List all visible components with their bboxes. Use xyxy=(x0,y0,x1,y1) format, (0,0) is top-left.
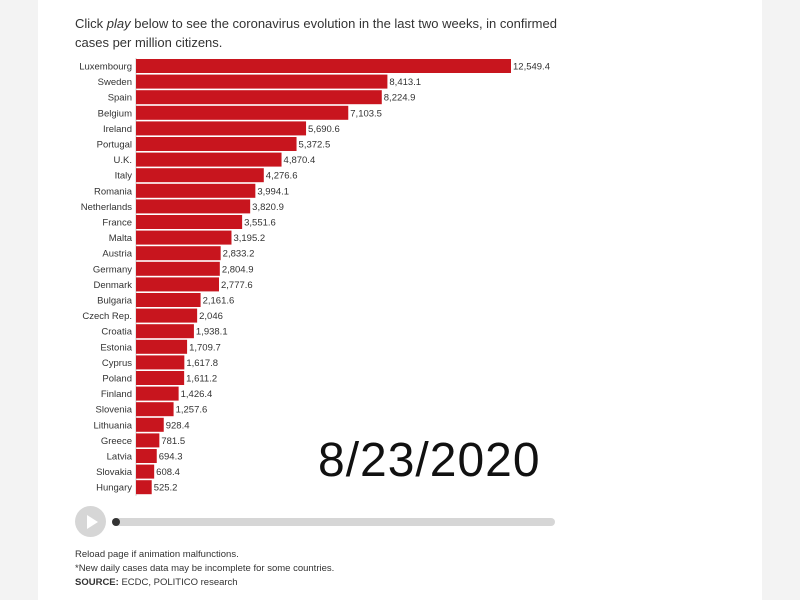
play-button[interactable] xyxy=(75,506,106,537)
category-label: Bulgaria xyxy=(97,296,133,307)
category-label: Italy xyxy=(115,171,133,182)
footnote-source: SOURCE: ECDC, POLITICO research xyxy=(75,576,334,590)
bar xyxy=(136,137,297,151)
value-label: 5,372.5 xyxy=(299,140,331,151)
category-label: Austria xyxy=(102,249,132,260)
bar xyxy=(136,183,256,198)
value-label: 7,103.5 xyxy=(350,108,382,119)
bar xyxy=(136,386,179,401)
category-label: Sweden xyxy=(98,77,132,88)
bar xyxy=(136,308,198,323)
bar xyxy=(136,199,251,214)
value-label: 4,276.6 xyxy=(266,171,298,182)
intro-text: Click play below to see the coronavirus … xyxy=(75,16,557,50)
value-label: 928.4 xyxy=(166,420,190,431)
value-label: 3,820.9 xyxy=(252,202,284,213)
value-label: 8,413.1 xyxy=(389,77,421,88)
category-label: Croatia xyxy=(101,327,132,338)
value-label: 1,617.8 xyxy=(186,358,218,369)
value-label: 1,426.4 xyxy=(181,389,213,400)
value-label: 2,777.6 xyxy=(221,280,253,291)
category-label: Denmark xyxy=(93,280,132,291)
value-label: 525.2 xyxy=(154,483,178,494)
category-label: Germany xyxy=(93,264,132,275)
bar xyxy=(136,277,219,292)
bar xyxy=(136,402,174,417)
timeline-slider-track[interactable] xyxy=(113,518,555,526)
bar xyxy=(136,339,188,354)
category-label: Ireland xyxy=(103,124,132,135)
bar xyxy=(136,168,264,183)
category-label: Slovakia xyxy=(96,467,133,478)
footnotes: Reload page if animation malfunctions. *… xyxy=(75,548,334,590)
value-label: 2,046 xyxy=(199,311,223,322)
value-label: 2,833.2 xyxy=(223,249,255,260)
category-label: Spain xyxy=(108,93,132,104)
value-label: 3,551.6 xyxy=(244,218,276,229)
bar xyxy=(136,449,157,463)
bar xyxy=(136,90,382,105)
bar xyxy=(136,417,164,432)
category-label: Lithuania xyxy=(93,420,132,431)
bar xyxy=(136,433,160,448)
category-label: Portugal xyxy=(97,140,132,151)
bar xyxy=(136,121,307,136)
animation-player xyxy=(75,506,557,538)
value-label: 2,161.6 xyxy=(203,296,235,307)
timeline-slider-handle[interactable] xyxy=(112,518,120,526)
category-label: Estonia xyxy=(100,342,132,353)
value-label: 1,611.2 xyxy=(186,374,217,385)
bar xyxy=(136,464,155,479)
value-label: 5,690.6 xyxy=(308,124,340,135)
bar xyxy=(136,480,152,495)
footnote-reload: Reload page if animation malfunctions. xyxy=(75,549,239,560)
bar xyxy=(136,371,185,385)
bar xyxy=(136,261,220,276)
bar xyxy=(136,355,185,370)
category-label: Greece xyxy=(101,436,132,447)
footnote-incomplete-data: *New daily cases data may be incomplete … xyxy=(75,563,335,574)
bar xyxy=(136,74,388,89)
value-label: 781.5 xyxy=(161,436,185,447)
category-label: Romania xyxy=(94,186,133,197)
value-label: 1,709.7 xyxy=(189,342,221,353)
value-label: 1,938.1 xyxy=(196,327,228,338)
category-label: Finland xyxy=(101,389,132,400)
source-text: ECDC, POLITICO research xyxy=(118,577,238,588)
value-label: 8,224.9 xyxy=(384,93,416,104)
bar xyxy=(136,215,243,229)
value-label: 4,870.4 xyxy=(284,155,316,166)
category-label: Netherlands xyxy=(81,202,132,213)
intro-play-word: play xyxy=(106,16,131,31)
bar xyxy=(136,230,232,245)
category-label: Poland xyxy=(102,374,132,385)
bar xyxy=(136,293,201,307)
category-label: France xyxy=(102,218,132,229)
category-label: Slovenia xyxy=(96,405,133,416)
category-label: Belgium xyxy=(98,108,132,119)
category-label: Czech Rep. xyxy=(82,311,132,322)
bar xyxy=(136,59,511,73)
category-label: Malta xyxy=(109,233,133,244)
bar xyxy=(136,246,221,261)
value-label: 2,804.9 xyxy=(222,264,254,275)
value-label: 608.4 xyxy=(156,467,180,478)
category-label: Hungary xyxy=(96,483,132,494)
value-label: 3,994.1 xyxy=(257,186,289,197)
category-label: Luxembourg xyxy=(79,62,132,73)
source-label: SOURCE: xyxy=(75,577,119,588)
date-label: 8/23/2020 xyxy=(318,434,541,487)
value-label: 12,549.4 xyxy=(513,62,550,73)
category-label: Cyprus xyxy=(102,358,132,369)
bar xyxy=(136,152,282,167)
value-label: 694.3 xyxy=(159,452,183,463)
value-label: 3,195.2 xyxy=(233,233,265,244)
play-icon xyxy=(87,515,98,529)
category-label: U.K. xyxy=(114,155,132,166)
category-label: Latvia xyxy=(107,452,133,463)
bar xyxy=(136,324,194,339)
bar xyxy=(136,105,349,120)
value-label: 1,257.6 xyxy=(176,405,208,416)
